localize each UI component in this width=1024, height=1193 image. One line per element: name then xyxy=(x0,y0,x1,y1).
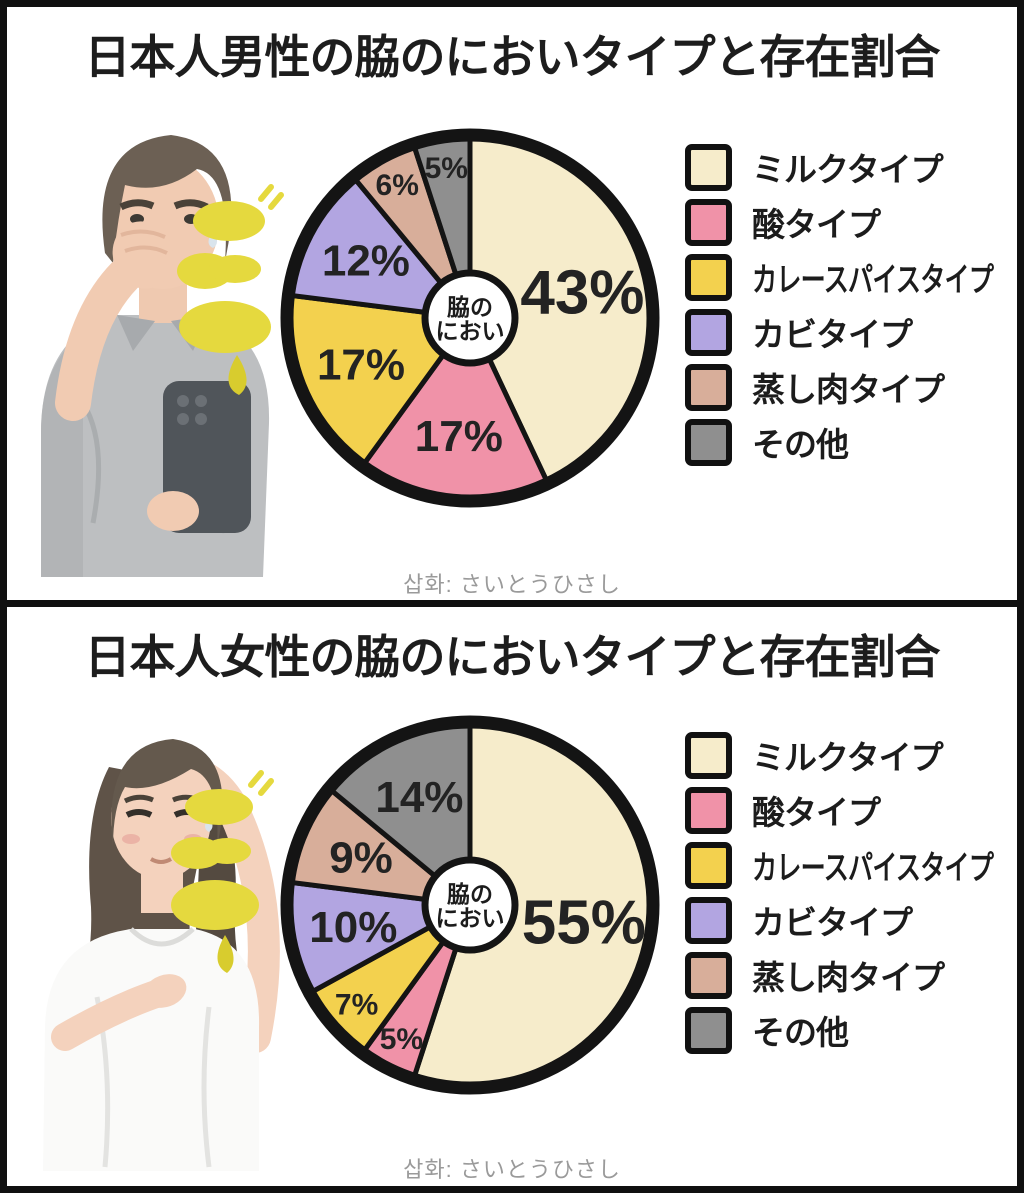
legend-label: その他 xyxy=(752,426,849,463)
legend-label: 酸タイプ xyxy=(752,794,881,831)
woman-hand-on-chest xyxy=(51,974,187,1051)
legend-item: カビタイプ xyxy=(685,308,1017,356)
woman-illustration xyxy=(13,697,297,1171)
legend-swatch xyxy=(685,786,732,834)
legend-swatch xyxy=(685,841,732,889)
legend-item: ミルクタイプ xyxy=(685,731,1017,779)
odor-cloud xyxy=(177,184,284,395)
pie-slice-label: 5% xyxy=(425,152,468,185)
illustration-credit: 삽화: さいとうひさし xyxy=(403,1157,621,1182)
legend-women: ミルクタイプ 酸タイプカレースパイスタイプ カビタイプ蒸し肉タイプ その他 xyxy=(685,731,1017,1061)
legend-label: 蒸し肉タイプ xyxy=(752,959,945,996)
legend-item: カビタイプ xyxy=(685,896,1017,944)
legend-item: 酸タイプ xyxy=(685,786,1017,834)
man-hand-over-nose xyxy=(55,221,174,421)
legend-item: 蒸し肉タイプ xyxy=(685,363,1017,411)
legend-label: カビタイプ xyxy=(752,316,913,353)
legend-item: その他 xyxy=(685,1006,1017,1054)
legend-item: カレースパイスタイプ xyxy=(685,253,1017,301)
panel-men: 日本人男性の脇のにおいタイプと存在割合 xyxy=(7,7,1017,600)
legend-swatch xyxy=(685,418,732,466)
legend-item: その他 xyxy=(685,418,1017,466)
legend-swatch xyxy=(685,143,732,191)
pie-center-label-line2: におい xyxy=(436,905,505,931)
legend-label: カレースパイスタイプ xyxy=(752,849,994,886)
legend-swatch xyxy=(685,253,732,301)
legend-label: 酸タイプ xyxy=(752,206,881,243)
pie-slice-label: 55% xyxy=(522,889,646,958)
chart-title-men: 日本人男性の脇のにおいタイプと存在割合 xyxy=(84,31,941,83)
pie-slice-label: 6% xyxy=(376,169,419,202)
pie-slice-label: 10% xyxy=(309,903,397,952)
odor-cloud xyxy=(171,770,274,973)
legend-label: カレースパイスタイプ xyxy=(752,261,994,298)
legend-swatch xyxy=(685,308,732,356)
pie-slice-label: 17% xyxy=(317,341,405,390)
man-illustration-svg xyxy=(41,135,284,577)
man-phone xyxy=(147,381,251,533)
legend-men: ミルクタイプ 酸タイプカレースパイスタイプ カビタイプ蒸し肉タイプ その他 xyxy=(685,143,1017,473)
pie-slice-label: 7% xyxy=(335,989,378,1022)
legend-label: カビタイプ xyxy=(752,904,913,941)
legend-swatch xyxy=(685,896,732,944)
pie-slice-label: 14% xyxy=(375,773,463,822)
pie-chart-men: 43% 17%17% 12% 6%5% 脇のにおい xyxy=(280,128,660,508)
panel-women: 日本人女性の脇のにおいタイプと存在割合 xyxy=(7,607,1017,1186)
legend-swatch xyxy=(685,198,732,246)
illustration-credit: 삽화: さいとうひさし xyxy=(403,572,621,597)
legend-item: ミルクタイプ xyxy=(685,143,1017,191)
legend-swatch xyxy=(685,363,732,411)
legend-item: 蒸し肉タイプ xyxy=(685,951,1017,999)
panel-divider xyxy=(7,600,1017,607)
pie-slice-label: 43% xyxy=(520,258,644,327)
pie-chart-women: 55% 5%7% 10% 9% 14% 脇のにおい xyxy=(280,715,660,1095)
legend-label: 蒸し肉タイプ xyxy=(752,371,945,408)
legend-label: その他 xyxy=(752,1014,849,1051)
pie-slice-label: 9% xyxy=(329,833,393,882)
legend-label: ミルクタイプ xyxy=(752,739,944,776)
pie-center-label-line1: 脇の xyxy=(447,294,493,320)
pie-outline xyxy=(280,128,660,508)
pie-center-circle xyxy=(421,269,519,367)
legend-item: 酸タイプ xyxy=(685,198,1017,246)
legend-swatch xyxy=(685,1006,732,1054)
pie-slice-label: 17% xyxy=(415,412,503,461)
legend-label: ミルクタイプ xyxy=(752,151,944,188)
pie-slice-label: 12% xyxy=(322,236,410,285)
pie-slice-label: 5% xyxy=(380,1023,423,1056)
legend-swatch xyxy=(685,951,732,999)
pie-center-label-line2: におい xyxy=(436,318,505,344)
legend-item: カレースパイスタイプ xyxy=(685,841,1017,889)
pie-center-circle xyxy=(421,856,519,954)
pie-outline xyxy=(280,715,660,1095)
man-illustration xyxy=(13,103,297,577)
legend-swatch xyxy=(685,731,732,779)
chart-title-women: 日本人女性の脇のにおいタイプと存在割合 xyxy=(84,631,941,683)
woman-illustration-svg xyxy=(43,739,280,1171)
pie-center-label-line1: 脇の xyxy=(447,881,493,907)
